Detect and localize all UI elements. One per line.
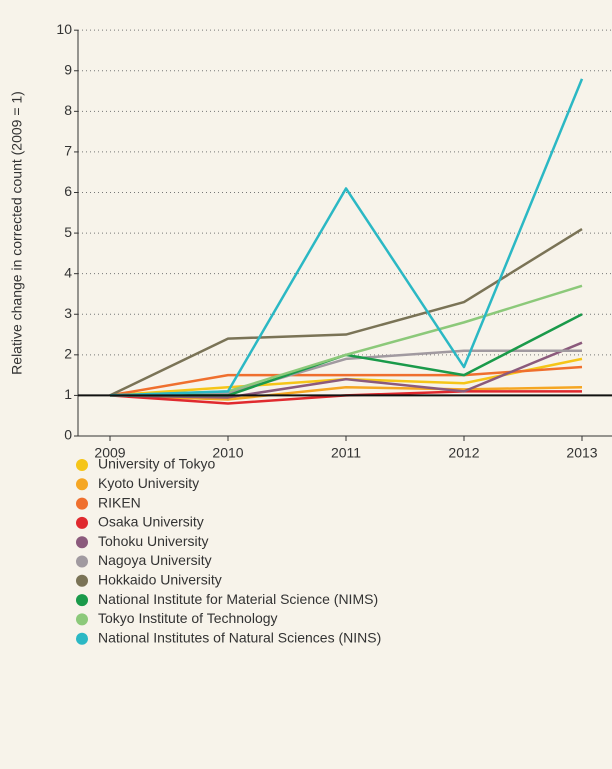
legend-marker bbox=[76, 594, 88, 607]
legend-label: Hokkaido University bbox=[98, 572, 222, 588]
legend-marker bbox=[76, 555, 88, 568]
legend-marker bbox=[76, 632, 88, 645]
y-tick-label: 4 bbox=[64, 264, 72, 280]
y-tick-label: 5 bbox=[64, 224, 72, 240]
y-tick-label: 10 bbox=[56, 21, 72, 37]
y-tick-label: 7 bbox=[64, 143, 72, 159]
legend-label: National Institute for Material Science … bbox=[98, 591, 378, 607]
y-tick-label: 0 bbox=[64, 427, 72, 443]
y-tick-label: 1 bbox=[64, 386, 72, 402]
x-tick-label: 2013 bbox=[566, 445, 597, 461]
legend-label: Tohoku University bbox=[98, 533, 209, 549]
legend-marker bbox=[76, 478, 88, 491]
series-line bbox=[109, 227, 583, 397]
legend-marker bbox=[76, 613, 88, 626]
series-line bbox=[109, 365, 583, 397]
y-tick-label: 3 bbox=[64, 305, 72, 321]
legend-label: Nagoya University bbox=[98, 552, 212, 568]
x-tick-label: 2009 bbox=[94, 445, 125, 461]
legend-marker bbox=[76, 536, 88, 549]
y-tick-label: 6 bbox=[64, 183, 72, 199]
legend-label: National Institutes of Natural Sciences … bbox=[98, 629, 381, 645]
legend-marker bbox=[76, 516, 88, 529]
series-line bbox=[109, 341, 583, 399]
legend-label: University of Tokyo bbox=[98, 456, 215, 472]
x-tick-label: 2011 bbox=[331, 445, 361, 461]
legend-label: Tokyo Institute of Technology bbox=[98, 610, 278, 626]
series-line bbox=[109, 78, 584, 397]
y-tick-label: 8 bbox=[64, 102, 72, 118]
y-tick-label: 9 bbox=[64, 61, 72, 77]
legend-label: RIKEN bbox=[98, 494, 141, 510]
series-line bbox=[109, 349, 582, 397]
series-line bbox=[109, 357, 583, 397]
legend-marker bbox=[76, 459, 88, 471]
x-tick-label: 2012 bbox=[448, 445, 479, 461]
y-tick-label: 2 bbox=[64, 346, 72, 362]
x-tick-label: 2010 bbox=[212, 445, 243, 461]
series-line bbox=[109, 386, 583, 401]
y-axis-label: Relative change in corrected count (2009… bbox=[9, 91, 25, 375]
legend-marker bbox=[76, 497, 88, 510]
legend-label: Osaka University bbox=[98, 514, 204, 530]
legend-marker bbox=[76, 574, 88, 587]
legend-label: Kyoto University bbox=[98, 475, 199, 491]
